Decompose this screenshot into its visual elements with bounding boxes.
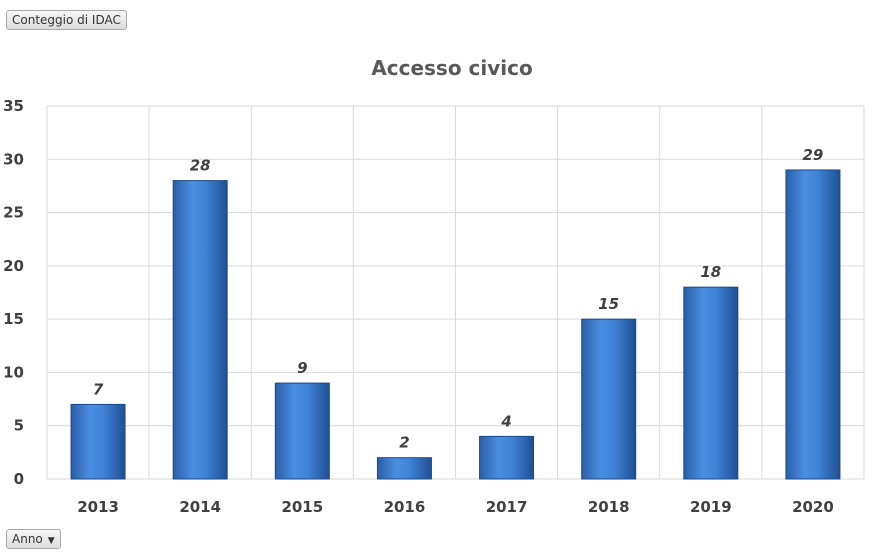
chart-title: Accesso civico [371, 56, 532, 80]
y-tick-label: 0 [14, 470, 24, 488]
data-label: 4 [500, 412, 511, 430]
gridlines [46, 105, 865, 480]
bar [274, 382, 330, 480]
bar [172, 180, 228, 480]
data-label: 2 [399, 434, 409, 452]
bar [70, 403, 126, 480]
x-tick-label: 2019 [690, 498, 732, 516]
x-tick-label: 2013 [77, 498, 119, 516]
x-tick-label: 2017 [486, 498, 528, 516]
bar [785, 169, 841, 480]
axis-field-button[interactable]: Anno ▼ [6, 529, 61, 549]
y-tick-label: 30 [3, 150, 24, 168]
bar [683, 286, 739, 480]
data-label: 9 [297, 359, 307, 377]
axis-field-label: Anno [12, 532, 43, 546]
data-label: 7 [93, 380, 104, 398]
data-label: 15 [598, 295, 619, 313]
x-tick-label: 2020 [792, 498, 834, 516]
x-tick-label: 2016 [384, 498, 426, 516]
data-label: 28 [190, 157, 211, 175]
y-tick-label: 25 [3, 204, 24, 222]
y-tick-label: 35 [3, 97, 24, 115]
value-field-label: Conteggio di IDAC [12, 13, 121, 27]
bar [479, 435, 535, 480]
data-label: 18 [700, 263, 721, 281]
y-tick-label: 5 [14, 417, 24, 435]
bars [70, 169, 841, 480]
y-tick-label: 15 [3, 310, 24, 328]
bar [581, 318, 637, 480]
x-tick-label: 2018 [588, 498, 630, 516]
bar [376, 457, 432, 480]
data-labels: 7 28 9 2 4 15 18 29 [93, 146, 824, 452]
value-field-button[interactable]: Conteggio di IDAC [6, 10, 127, 30]
x-tick-label: 2015 [281, 498, 323, 516]
x-tick-label: 2014 [179, 498, 221, 516]
y-tick-label: 20 [3, 257, 24, 275]
dropdown-arrow-icon: ▼ [47, 536, 55, 546]
y-tick-label: 10 [3, 363, 24, 381]
data-label: 29 [803, 146, 824, 164]
x-axis-labels: 2013 2014 2015 2016 2017 2018 2019 2020 [77, 498, 834, 516]
y-axis-labels: 0 5 10 15 20 25 30 35 [3, 97, 24, 488]
